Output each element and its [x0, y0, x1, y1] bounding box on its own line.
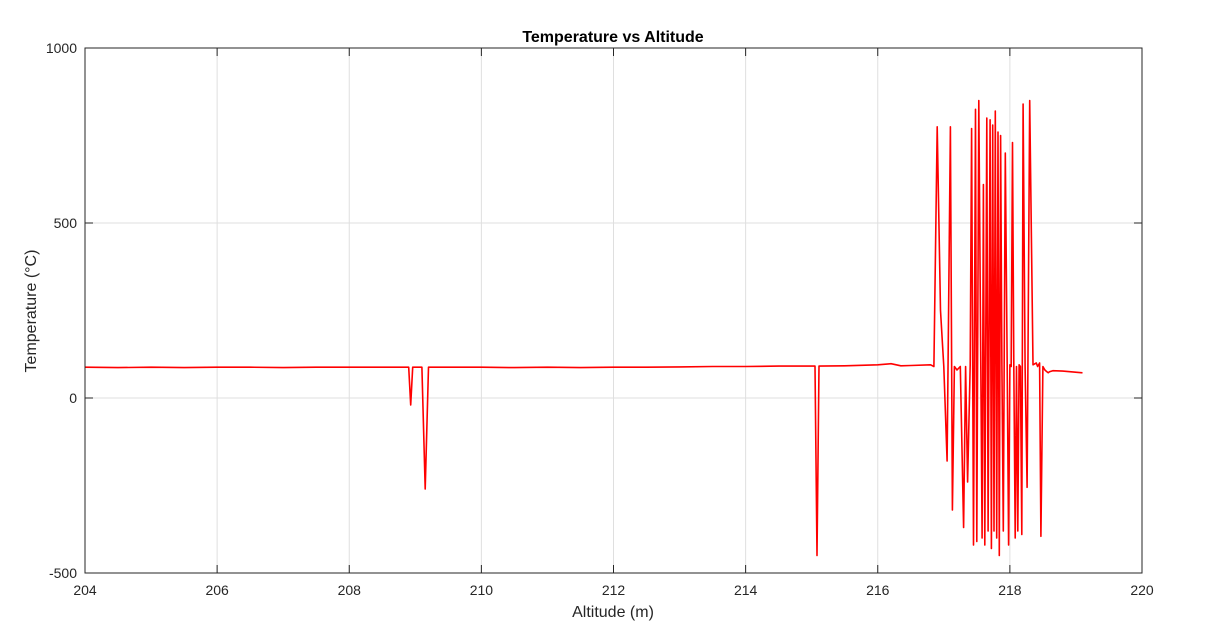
x-tick-label: 208	[338, 582, 362, 598]
x-tick-labels: 204 206 208 210 212 214 216 218 220	[73, 582, 1154, 598]
x-tick-label: 220	[1130, 582, 1154, 598]
y-tick-label: 500	[54, 215, 78, 231]
x-tick-label: 216	[866, 582, 890, 598]
x-tick-label: 214	[734, 582, 758, 598]
y-axis-title: Temperature (°C)	[23, 250, 40, 373]
x-tick-label: 206	[205, 582, 229, 598]
x-tick-label: 212	[602, 582, 626, 598]
x-tick-label: 218	[998, 582, 1022, 598]
x-tick-label: 210	[470, 582, 494, 598]
y-tick-label: 0	[69, 390, 77, 406]
series-line	[84, 99, 1083, 557]
x-tick-label: 204	[73, 582, 97, 598]
chart-title: Temperature vs Altitude	[522, 29, 703, 46]
y-tick-labels: -500 0 500 1000	[46, 40, 77, 581]
y-tick-label: -500	[49, 565, 77, 581]
y-tick-label: 1000	[46, 40, 77, 56]
axis-ticks	[84, 47, 1143, 574]
x-axis-title: Altitude (m)	[572, 604, 654, 621]
